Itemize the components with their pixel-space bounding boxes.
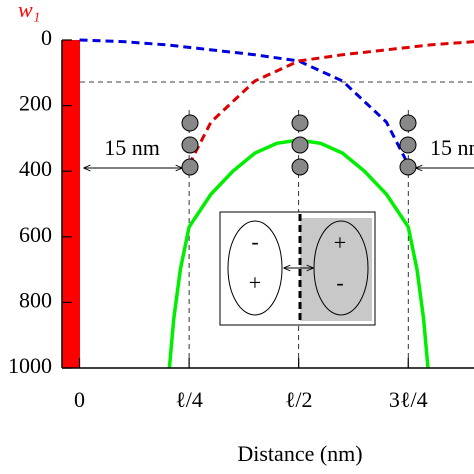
x-tick-label: ℓ/2 <box>285 387 313 412</box>
line-series <box>187 40 474 166</box>
annotation: 15 nm <box>104 135 160 160</box>
y-tick-label: 200 <box>19 91 52 116</box>
chart-title: w₁ <box>18 0 40 22</box>
y-tick-label: 800 <box>19 287 52 312</box>
inset-label: + <box>249 270 261 295</box>
y-tick-label: 400 <box>19 156 52 181</box>
x-tick-label: 3ℓ/4 <box>389 387 428 412</box>
y-tick-label: 600 <box>19 222 52 247</box>
inset <box>219 211 376 326</box>
line-series <box>79 38 410 166</box>
y-tick-label: 1000 <box>8 353 52 378</box>
wall <box>62 40 80 368</box>
x-axis-label: Distance (nm) <box>237 441 362 466</box>
annotation: 15 nm <box>430 135 474 160</box>
x-tick-label: ℓ/4 <box>175 387 203 412</box>
inset-label: - <box>251 229 258 254</box>
y-tick-label: 0 <box>41 25 52 50</box>
molecules <box>181 114 417 176</box>
inset-label: + <box>334 230 346 255</box>
inset-label: - <box>336 270 343 295</box>
x-tick-label: 0 <box>74 387 85 412</box>
